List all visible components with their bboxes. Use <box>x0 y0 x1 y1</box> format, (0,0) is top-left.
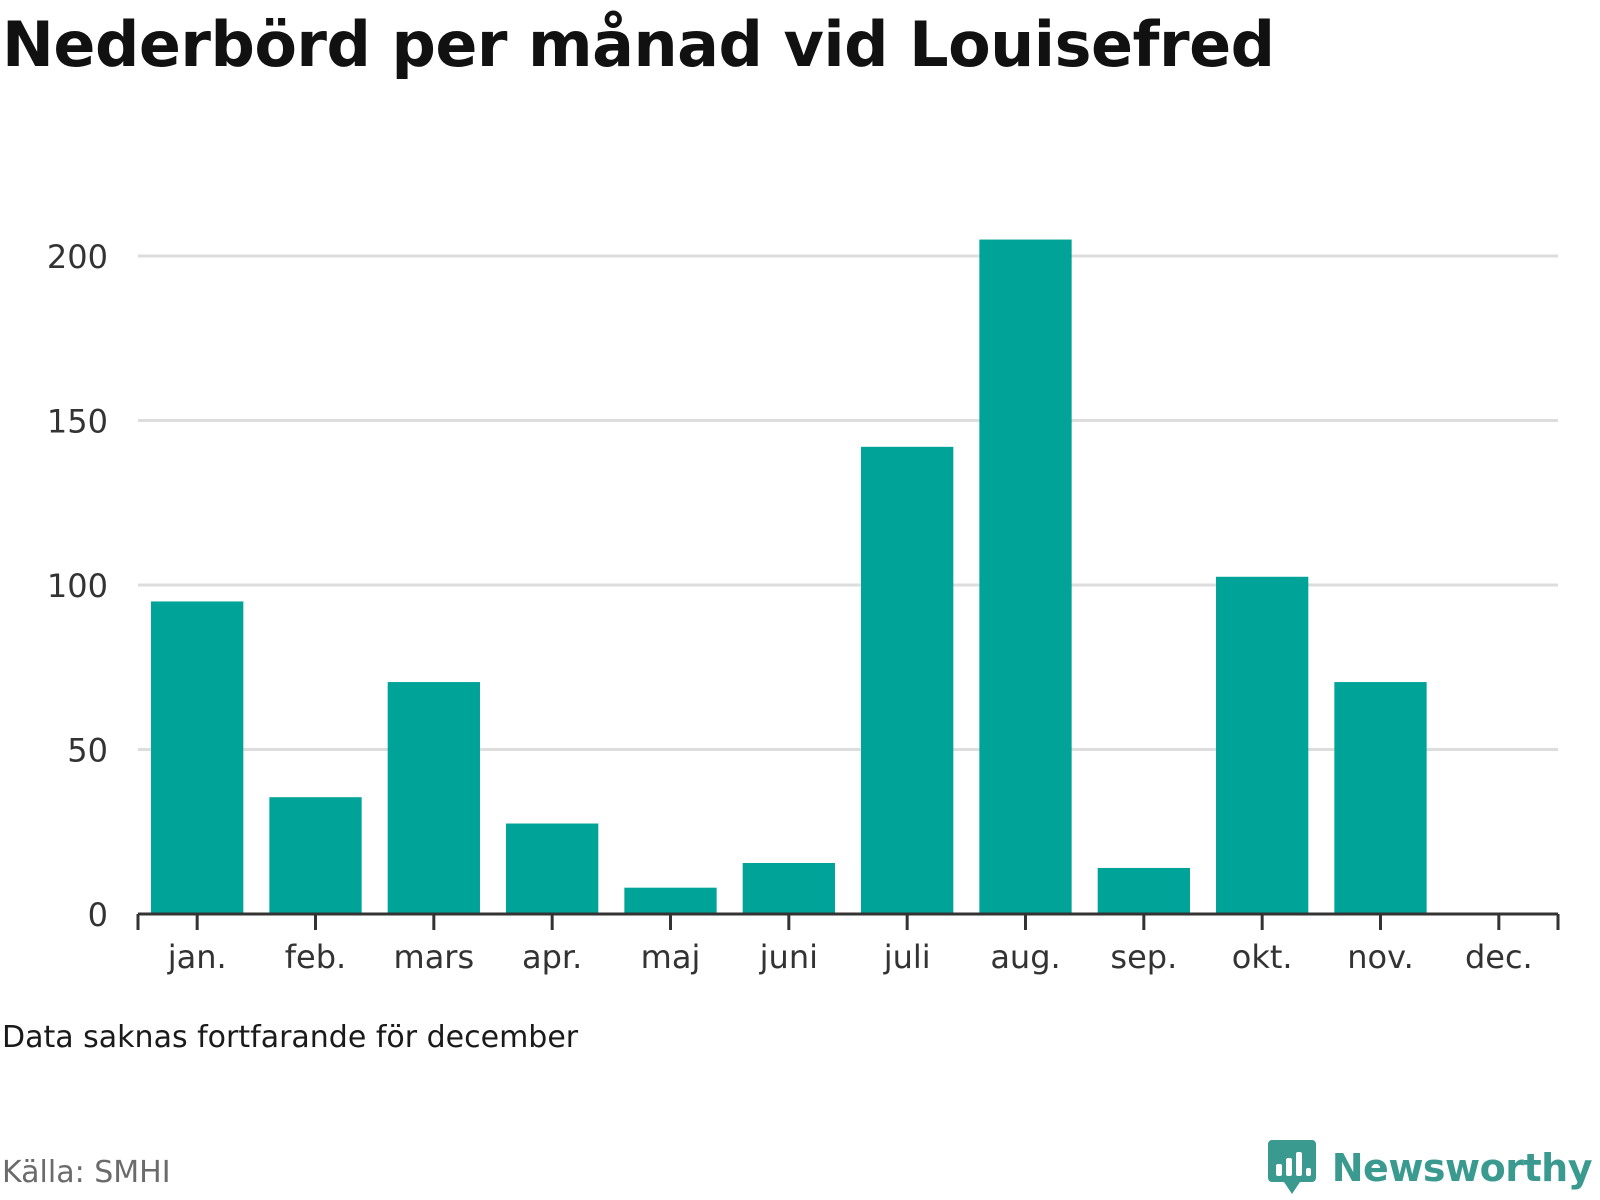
brand-logo[interactable]: Newsworthy <box>1266 1138 1593 1198</box>
y-axis-tick-labels: 0 50 100 150 200 <box>47 238 108 934</box>
bar <box>1097 867 1190 914</box>
x-axis-tick-labels: jan. feb. mars apr. maj juni juli aug. sep. okt. n… <box>167 938 1533 976</box>
x-tick-label: okt. <box>1232 938 1293 976</box>
x-tick-label: feb. <box>285 938 346 976</box>
x-tick-label: aug. <box>990 938 1060 976</box>
bar <box>151 601 244 914</box>
y-tick-label: 100 <box>47 567 108 605</box>
gridlines <box>138 254 1558 751</box>
bar <box>269 797 362 914</box>
x-tick-label: dec. <box>1465 938 1533 976</box>
x-tick-label: jan. <box>167 938 227 976</box>
bars <box>151 239 1427 915</box>
bar <box>861 446 954 914</box>
newsworthy-logo-icon <box>1267 1140 1316 1194</box>
chart-title: Nederbörd per månad vid Louisefred <box>2 8 1275 81</box>
y-tick-label: 0 <box>88 896 108 934</box>
bar <box>506 823 599 914</box>
x-tick-label: mars <box>394 938 475 976</box>
footnote: Data saknas fortfarande för december <box>2 1020 579 1055</box>
brand-name: Newsworthy <box>1331 1146 1593 1190</box>
x-tick-label: apr. <box>522 938 582 976</box>
bar <box>742 863 835 914</box>
bar <box>624 887 717 914</box>
y-tick-label: 200 <box>47 238 108 276</box>
source-credit: Källa: SMHI <box>2 1155 171 1190</box>
x-tick-label: maj <box>641 938 701 976</box>
x-tick-label: sep. <box>1110 938 1177 976</box>
y-tick-label: 50 <box>67 732 108 770</box>
x-axis <box>136 912 1560 930</box>
x-tick-label: nov. <box>1347 938 1413 976</box>
bar <box>979 239 1072 915</box>
bar <box>387 682 480 914</box>
x-tick-label: juni <box>759 938 818 976</box>
bar-chart: 0 50 100 150 200 jan. feb. mars apr. maj juni juli… <box>47 238 1560 976</box>
bar <box>1216 576 1309 914</box>
y-tick-label: 150 <box>47 403 108 441</box>
bar <box>1334 682 1427 914</box>
x-tick-label: juli <box>883 938 931 976</box>
